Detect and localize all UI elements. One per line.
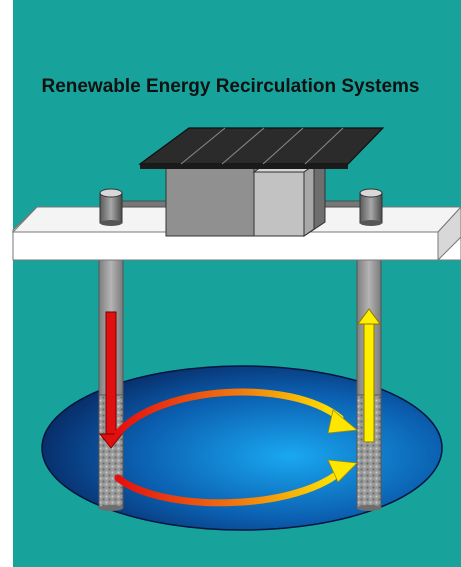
production-well-icon bbox=[356, 257, 382, 511]
injection-flow-arrow-icon bbox=[98, 311, 124, 449]
left-wellhead-icon bbox=[99, 188, 168, 226]
heat-pump-unit-icon bbox=[165, 157, 326, 237]
injection-well-icon bbox=[98, 257, 124, 511]
solar-panel-icon bbox=[138, 127, 385, 169]
right-wellhead-icon bbox=[314, 188, 383, 226]
diagram-title: Renewable Energy Recirculation Systems bbox=[41, 76, 420, 97]
production-flow-arrow-icon bbox=[357, 308, 381, 443]
recirculation-arrows-icon bbox=[114, 388, 358, 507]
